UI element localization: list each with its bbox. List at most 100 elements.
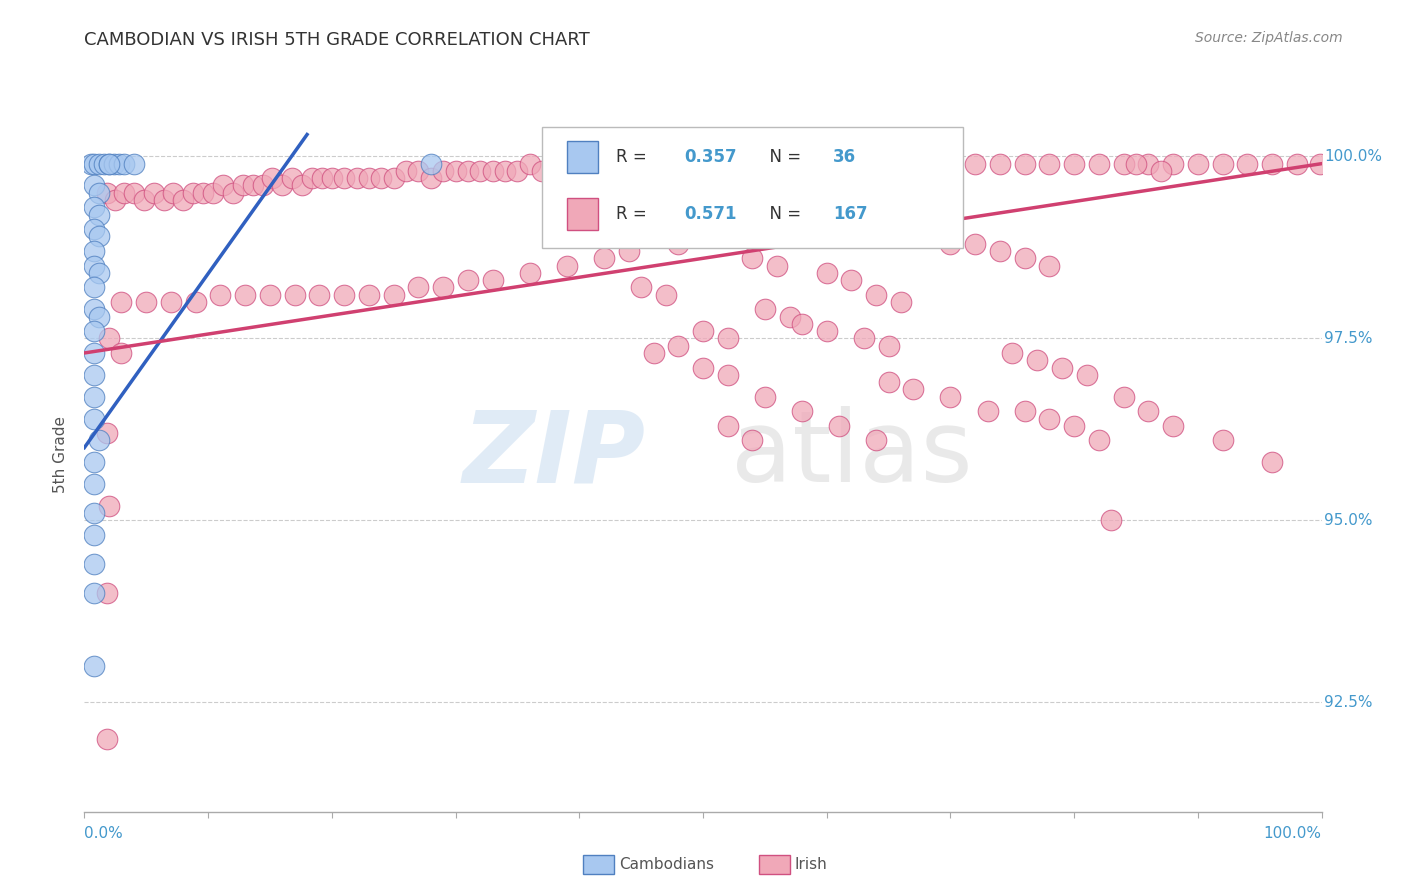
Point [457,164,479,178]
Point [531,164,554,178]
Point [108,156,131,170]
Point [643,156,665,170]
Point [83,586,105,600]
Point [83,156,105,170]
Text: 0.571: 0.571 [685,205,737,223]
Point [1063,418,1085,433]
Point [98,156,121,170]
Point [96,186,118,200]
Point [666,339,689,353]
Point [1161,418,1184,433]
Point [1212,434,1234,448]
Point [357,287,380,301]
Point [815,193,838,207]
Bar [567,141,598,173]
Point [98,499,121,513]
Point [284,287,307,301]
Point [83,222,105,236]
Point [1088,156,1111,170]
Point [828,418,851,433]
Point [666,236,689,251]
Point [382,287,405,301]
Point [1112,156,1135,170]
Point [1161,156,1184,170]
Point [704,156,727,170]
Point [112,156,135,170]
Point [903,156,925,170]
Point [83,506,105,520]
Point [83,259,105,273]
Point [543,156,565,170]
Point [494,164,516,178]
Point [98,331,121,345]
Point [1261,156,1284,170]
Point [89,434,111,448]
Point [890,222,912,236]
Point [903,383,925,397]
Point [444,164,467,178]
Point [93,156,115,170]
Point [692,360,714,375]
Point [83,244,105,258]
Point [815,266,838,280]
Point [655,156,678,170]
Point [1038,156,1060,170]
Point [988,244,1011,258]
Point [172,193,194,207]
FancyBboxPatch shape [543,127,963,248]
Point [506,164,529,178]
Point [877,156,900,170]
Point [242,178,264,193]
Point [96,731,118,746]
Point [890,295,912,310]
Point [717,331,740,345]
Point [395,164,418,178]
Y-axis label: 5th Grade: 5th Grade [53,417,69,493]
Point [790,317,813,331]
Text: 0.0%: 0.0% [84,826,124,841]
Point [1014,156,1036,170]
Point [1014,252,1036,266]
Point [1076,368,1098,382]
Point [357,171,380,186]
Point [741,252,763,266]
Point [519,156,541,170]
Point [803,156,825,170]
Point [841,273,863,287]
Point [519,266,541,280]
Point [83,390,105,404]
Point [419,171,441,186]
Point [104,193,127,207]
Point [122,186,145,200]
Point [432,164,454,178]
Point [1014,404,1036,418]
Point [877,375,900,389]
Point [939,156,962,170]
Point [271,178,294,193]
Point [83,557,105,571]
Point [852,156,875,170]
Point [1261,455,1284,469]
Point [232,178,254,193]
Point [83,368,105,382]
Point [717,156,740,170]
Point [89,186,111,200]
Point [692,156,714,170]
Point [717,418,740,433]
Point [89,229,111,244]
Point [202,186,225,200]
Point [83,280,105,294]
Point [181,186,204,200]
Point [655,287,678,301]
Point [132,193,155,207]
Point [643,229,665,244]
Point [965,236,987,251]
Point [382,171,405,186]
Point [333,287,356,301]
Point [1137,156,1160,170]
Point [1212,156,1234,170]
Point [83,411,105,425]
Point [1150,164,1173,178]
Point [89,156,111,170]
Point [766,259,789,273]
